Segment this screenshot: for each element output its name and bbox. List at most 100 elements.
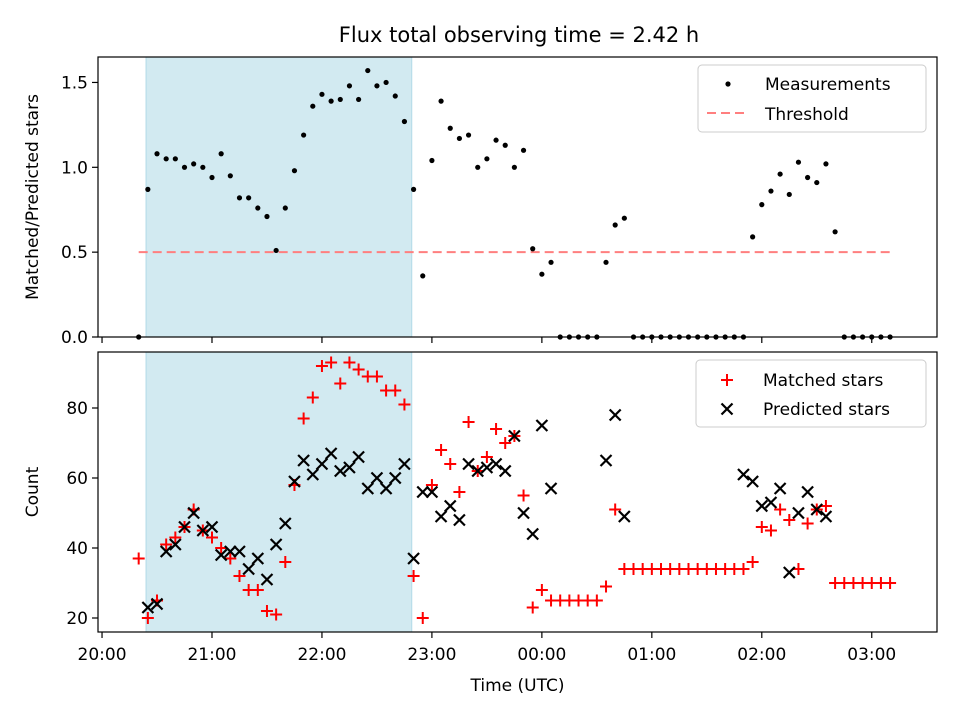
matched-star-point — [884, 577, 897, 589]
legend-matched-marker — [721, 374, 733, 386]
predicted-star-point — [425, 485, 439, 499]
predicted-star-point — [434, 510, 448, 523]
y-tick-label: 1.5 — [61, 73, 88, 93]
predicted-star-point — [737, 468, 750, 481]
matched-star-point — [746, 556, 759, 568]
predicted-star-point — [489, 457, 503, 471]
legend-predicted-label: Predicted stars — [763, 400, 890, 420]
predicted-star-point — [370, 471, 384, 485]
predicted-star-point — [526, 527, 539, 541]
y-tick-label: 60 — [66, 469, 88, 489]
observing-window-shade-top — [145, 56, 413, 338]
measurement-point — [750, 234, 756, 240]
legend-measurements-marker — [725, 81, 731, 87]
matched-star-point — [755, 521, 768, 533]
y-tick-label: 40 — [66, 539, 88, 559]
matched-star-point — [783, 514, 796, 526]
measurement-point — [539, 271, 545, 277]
measurement-point — [429, 157, 435, 164]
matched-star-point — [490, 423, 503, 435]
matched-star-point — [260, 605, 273, 617]
measurement-point — [145, 186, 151, 192]
predicted-star-point — [773, 482, 787, 495]
predicted-star-point — [792, 506, 805, 520]
matched-star-point — [315, 360, 328, 372]
matched-star-point — [590, 594, 603, 607]
measurement-point — [484, 156, 490, 162]
measurement-point — [310, 103, 316, 109]
predicted-star-point — [224, 545, 237, 558]
matched-star-point — [343, 356, 356, 369]
measurement-point — [392, 93, 398, 99]
predicted-star-point — [178, 520, 191, 534]
predicted-star-point — [214, 548, 228, 562]
matched-star-point — [774, 503, 787, 516]
predicted-star-point — [297, 454, 310, 467]
measurement-point — [200, 164, 206, 170]
matched-star-point — [370, 370, 383, 383]
x-tick-label: 03:00 — [847, 645, 896, 665]
predicted-star-point — [150, 597, 164, 611]
matched-star-point — [297, 412, 310, 425]
predicted-star-point — [755, 499, 769, 513]
measurement-point — [795, 159, 802, 165]
measurement-point — [346, 83, 353, 89]
measurement-point — [264, 213, 270, 220]
y-tick-label: 0.5 — [61, 243, 88, 263]
matched-star-point — [600, 580, 613, 593]
matched-star-point — [444, 458, 457, 470]
measurement-point — [420, 273, 426, 279]
matched-star-point — [141, 612, 154, 624]
predicted-star-point — [618, 510, 631, 523]
measurement-point — [172, 156, 178, 162]
predicted-star-point — [242, 562, 255, 576]
predicted-star-point — [205, 520, 219, 534]
predicted-star-point — [517, 506, 530, 520]
predicted-star-point — [544, 482, 558, 495]
predicted-star-point — [416, 485, 430, 499]
predicted-star-point — [453, 513, 466, 527]
matched-star-point — [819, 500, 832, 512]
ratio-legend-box — [697, 64, 927, 133]
legend-measurements-label: Measurements — [765, 75, 891, 95]
predicted-star-point — [141, 601, 155, 614]
predicted-stars-series — [141, 408, 833, 614]
measurement-point — [805, 174, 811, 181]
measurement-point — [832, 229, 838, 235]
count-plot-frame — [97, 351, 938, 633]
count-y-axis-label: Count — [23, 466, 43, 517]
measurement-point — [273, 247, 279, 254]
measurement-point — [603, 259, 609, 265]
measurement-point — [301, 132, 307, 138]
measurement-point — [465, 132, 472, 138]
predicted-star-point — [260, 573, 274, 586]
matched-star-point — [169, 531, 182, 544]
predicted-star-point — [471, 464, 485, 478]
legend-predicted-marker — [720, 402, 734, 416]
chart-title: Flux total observing time = 2.42 h — [339, 23, 699, 47]
measurement-point — [255, 205, 261, 211]
matched-star-point — [801, 517, 814, 530]
matched-star-point — [526, 601, 539, 614]
matched-star-point — [416, 612, 429, 624]
matched-star-point — [160, 538, 173, 551]
measurement-point — [218, 151, 224, 157]
predicted-star-point — [324, 447, 338, 460]
measurement-point — [493, 137, 499, 143]
y-tick-label: 0.0 — [61, 328, 88, 348]
x-tick-label: 22:00 — [297, 645, 346, 665]
predicted-star-point — [269, 538, 283, 551]
measurement-point — [163, 156, 169, 162]
measurement-point — [475, 164, 481, 170]
legend-predicted-glyph — [720, 402, 734, 416]
predicted-star-point — [498, 464, 512, 478]
predicted-star-point — [159, 545, 173, 558]
matched-star-point — [535, 584, 548, 596]
ratio-y-axis-label: Matched/Predicted stars — [23, 94, 43, 300]
legend-matched-glyph — [721, 374, 733, 386]
ratio-y-ticks: 0.0 0.5 1.0 1.5 — [61, 73, 98, 348]
measurement-point — [365, 67, 371, 74]
measurement-point — [291, 168, 298, 174]
predicted-star-point — [361, 482, 375, 495]
matched-star-point — [517, 489, 530, 502]
